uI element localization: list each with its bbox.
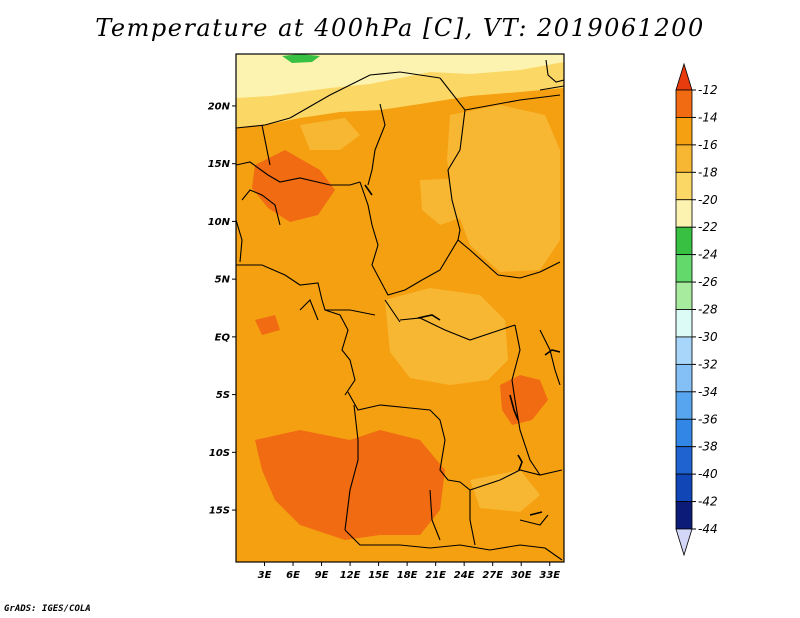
colorbar-label: -24 xyxy=(698,248,718,262)
colorbar-box xyxy=(675,144,693,173)
colorbar-box xyxy=(675,336,693,365)
colorbar-box xyxy=(675,446,693,475)
map-frame xyxy=(235,53,565,563)
colorbar-label: -20 xyxy=(698,193,718,207)
colorbar: -12 -14 -16 -18 -20 -22 -24 -26 -28 -30 -32 -34 -36 -… xyxy=(675,62,718,557)
y-tick-label: 10N xyxy=(208,217,231,228)
colorbar-label: -16 xyxy=(698,138,718,152)
country-borders xyxy=(236,59,564,561)
colorbar-cap-bottom xyxy=(675,528,693,557)
colorbar-label: -14 xyxy=(698,110,718,124)
colorbar-label: -36 xyxy=(698,412,718,426)
y-axis: 20N 15N 10N 5N EQ 5S 10S 15S xyxy=(208,101,236,517)
colorbar-label: -30 xyxy=(698,330,718,344)
y-tick-label: 15N xyxy=(208,159,231,170)
field-interior-light xyxy=(385,288,508,385)
colorbar-box xyxy=(675,281,693,310)
colorbar-box xyxy=(675,171,693,201)
x-axis: 3E 6E 9E 12E 15E 18E 21E 24E 27E 30E 33E xyxy=(258,562,560,581)
map-area xyxy=(236,54,564,562)
x-tick-label: 9E xyxy=(315,570,329,581)
chart-title: Temperature at 400hPa [C], VT: 201906120… xyxy=(95,14,705,42)
y-tick-label: EQ xyxy=(215,332,231,343)
x-tick-label: 30E xyxy=(511,570,532,581)
colorbar-box xyxy=(675,418,693,448)
field-north-edge xyxy=(236,54,564,98)
y-tick-label: 10S xyxy=(209,448,230,459)
x-tick-label: 18E xyxy=(397,570,418,581)
x-tick-label: 21E xyxy=(425,570,446,581)
x-tick-label: 15E xyxy=(368,570,389,581)
colorbar-box xyxy=(675,391,693,420)
field-warm-core xyxy=(255,430,445,540)
y-tick-label: 20N xyxy=(208,101,231,112)
y-tick-label: 15S xyxy=(209,506,230,517)
colorbar-label: -22 xyxy=(698,220,718,234)
x-tick-label: 3E xyxy=(258,570,272,581)
field-interior-light xyxy=(420,178,470,225)
colorbar-box xyxy=(675,501,693,530)
field-warm-core xyxy=(500,375,548,425)
field-warm-core xyxy=(255,315,280,335)
field-green-spot xyxy=(282,54,320,63)
colorbar-label: -26 xyxy=(698,275,718,289)
colorbar-box xyxy=(675,309,693,338)
field-interior-light xyxy=(300,118,360,150)
colorbar-label: -32 xyxy=(698,357,718,371)
colorbar-box xyxy=(675,226,693,256)
field-interior-light xyxy=(470,470,540,512)
colorbar-label: -18 xyxy=(698,165,718,179)
colorbar-label: -12 xyxy=(698,83,718,97)
lakes xyxy=(364,184,561,516)
colorbar-box xyxy=(675,473,693,502)
colorbar-box xyxy=(675,363,693,393)
colorbar-label: -40 xyxy=(698,467,718,481)
colorbar-label: -34 xyxy=(698,385,718,399)
x-tick-label: 27E xyxy=(482,570,503,581)
x-tick-label: 24E xyxy=(454,570,475,581)
field-interior-light xyxy=(447,105,560,272)
colorbar-label: -44 xyxy=(698,522,718,536)
y-tick-label: 5N xyxy=(215,275,231,286)
colorbar-cap-top xyxy=(675,62,693,91)
x-tick-label: 12E xyxy=(340,570,361,581)
colorbar-label: -28 xyxy=(698,303,718,317)
footer-credit: GrADS: IGES/COLA xyxy=(4,604,91,614)
colorbar-label: -42 xyxy=(698,495,718,509)
x-tick-label: 33E xyxy=(539,570,560,581)
field-warm-core xyxy=(252,150,335,222)
colorbar-box xyxy=(675,199,693,228)
colorbar-label: -38 xyxy=(698,440,718,454)
colorbar-box xyxy=(675,117,693,146)
y-tick-label: 5S xyxy=(216,390,230,401)
colorbar-box xyxy=(675,89,693,118)
x-tick-label: 6E xyxy=(286,570,300,581)
colorbar-box xyxy=(675,254,693,283)
